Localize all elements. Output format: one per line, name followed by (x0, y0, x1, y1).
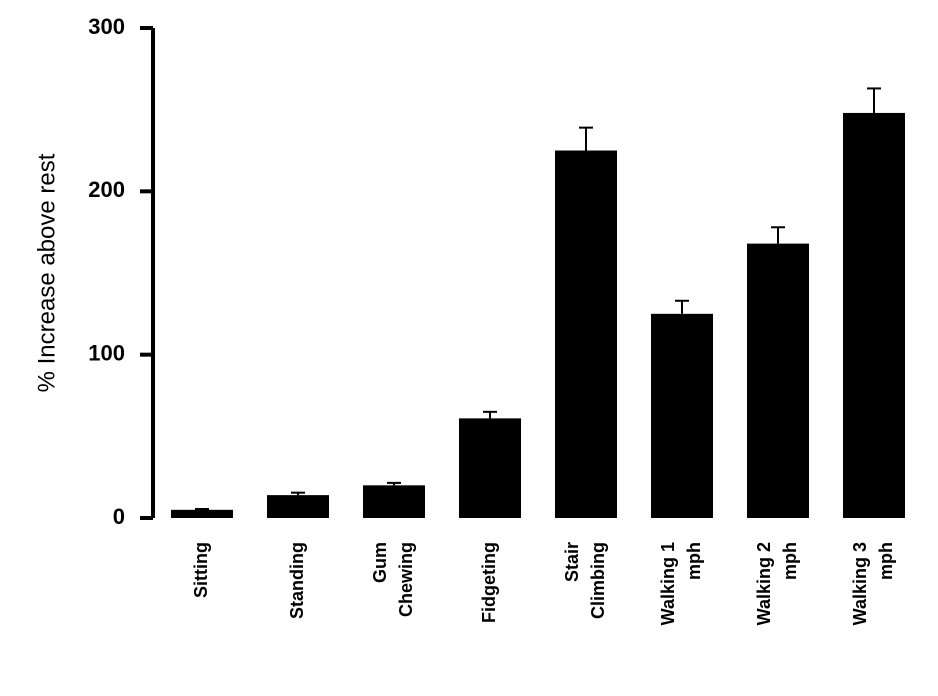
bar (267, 495, 329, 518)
x-tick-label: mph (780, 542, 800, 580)
bar (459, 418, 521, 518)
bar (363, 485, 425, 518)
y-tick-label: 0 (113, 504, 125, 529)
x-tick-label: Stair (562, 542, 582, 582)
bar (555, 150, 617, 518)
x-tick-label: mph (876, 542, 896, 580)
x-tick-label: Walking 3 (850, 542, 870, 625)
x-tick-label: Walking 2 (754, 542, 774, 625)
x-tick-label: Fidgeting (479, 542, 499, 623)
bar (651, 313, 713, 518)
x-tick-label: Sitting (191, 542, 211, 598)
bar (747, 243, 809, 518)
y-tick-label: 300 (88, 14, 125, 39)
bar (843, 112, 905, 518)
x-tick-label: mph (684, 542, 704, 580)
y-tick-label: 100 (88, 340, 125, 365)
bar (171, 509, 233, 518)
x-tick-label: Chewing (396, 542, 416, 617)
x-tick-label: Climbing (588, 542, 608, 619)
y-axis-label: % Increase above rest (33, 153, 60, 392)
y-tick-label: 200 (88, 177, 125, 202)
x-tick-label: Gum (370, 542, 390, 583)
x-tick-label: Walking 1 (658, 542, 678, 625)
x-tick-label: Standing (287, 542, 307, 619)
